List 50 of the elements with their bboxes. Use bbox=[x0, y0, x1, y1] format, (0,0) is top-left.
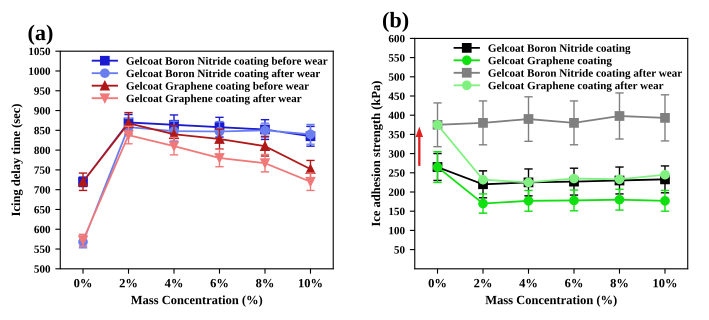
legend-label: Gelcoat Graphene coating after wear bbox=[126, 94, 302, 105]
x-tick-label: 0% bbox=[428, 278, 446, 288]
x-tick-label: 6% bbox=[210, 278, 228, 288]
y-tick-label: 500 bbox=[388, 73, 405, 81]
y-tick-label: 450 bbox=[388, 92, 405, 100]
x-axis-title: Mass Concentration (%) bbox=[485, 295, 617, 307]
x-tick-label: 4% bbox=[164, 278, 182, 288]
y-axis-title: Ice adhesion strength (kPa) bbox=[371, 81, 383, 226]
y-tick-label: 600 bbox=[388, 34, 405, 42]
x-tick-label: 6% bbox=[565, 278, 582, 288]
x-tick-label: 2% bbox=[474, 278, 492, 288]
y-tick-label: 550 bbox=[388, 54, 405, 62]
y-tick-label: 1050 bbox=[29, 48, 50, 56]
y-axis-title: Icing delay time (sec) bbox=[11, 104, 23, 216]
y-tick-label: 350 bbox=[388, 130, 405, 138]
y-tick-label: 600 bbox=[34, 226, 50, 234]
x-tick-label: 10% bbox=[298, 278, 322, 288]
legend-label: Gelcoat Boron Nitride coating before wear bbox=[126, 56, 328, 68]
chart-title: (b) bbox=[382, 12, 408, 32]
y-tick-label: 950 bbox=[34, 87, 50, 95]
legend-label: Gelcoat Graphene coating before wear bbox=[126, 82, 309, 92]
y-tick-label: 500 bbox=[34, 265, 50, 273]
x-tick-label: 4% bbox=[519, 278, 537, 288]
y-tick-label: 50 bbox=[394, 246, 405, 254]
y-tick-label: 700 bbox=[34, 186, 50, 194]
y-tick-label: 1000 bbox=[29, 67, 50, 75]
y-tick-label: 900 bbox=[34, 107, 50, 115]
legend-label: Gelcoat Boron Nitride coating after wear bbox=[126, 69, 320, 80]
legend-label: Gelcoat Boron Nitride coating bbox=[488, 44, 630, 54]
y-tick-label: 850 bbox=[34, 126, 50, 134]
x-axis-title: Mass Concentration (%) bbox=[130, 295, 262, 307]
x-tick-label: 8% bbox=[610, 278, 628, 288]
legend-label: Gelcoat Graphene coating after wear bbox=[488, 81, 664, 92]
y-tick-label: 100 bbox=[389, 226, 405, 234]
chart-title: (a) bbox=[28, 24, 52, 45]
y-tick-label: 250 bbox=[388, 169, 405, 177]
y-tick-label: 400 bbox=[388, 112, 405, 120]
y-tick-label: 650 bbox=[34, 206, 50, 214]
x-tick-label: 2% bbox=[120, 278, 137, 288]
x-tick-label: 8% bbox=[256, 278, 274, 288]
y-tick-label: 550 bbox=[34, 245, 50, 253]
y-tick-label: 750 bbox=[34, 166, 50, 174]
y-tick-label: 300 bbox=[388, 150, 405, 158]
y-tick-label: 200 bbox=[388, 188, 405, 196]
x-tick-label: 10% bbox=[653, 278, 676, 288]
legend-label: Gelcoat Boron Nitride coating after wear bbox=[488, 68, 682, 80]
y-tick-label: 150 bbox=[389, 208, 405, 216]
legend-label: Gelcoat Graphene coating bbox=[488, 56, 612, 67]
y-tick-label: 800 bbox=[34, 146, 50, 154]
x-tick-label: 0% bbox=[74, 278, 92, 288]
